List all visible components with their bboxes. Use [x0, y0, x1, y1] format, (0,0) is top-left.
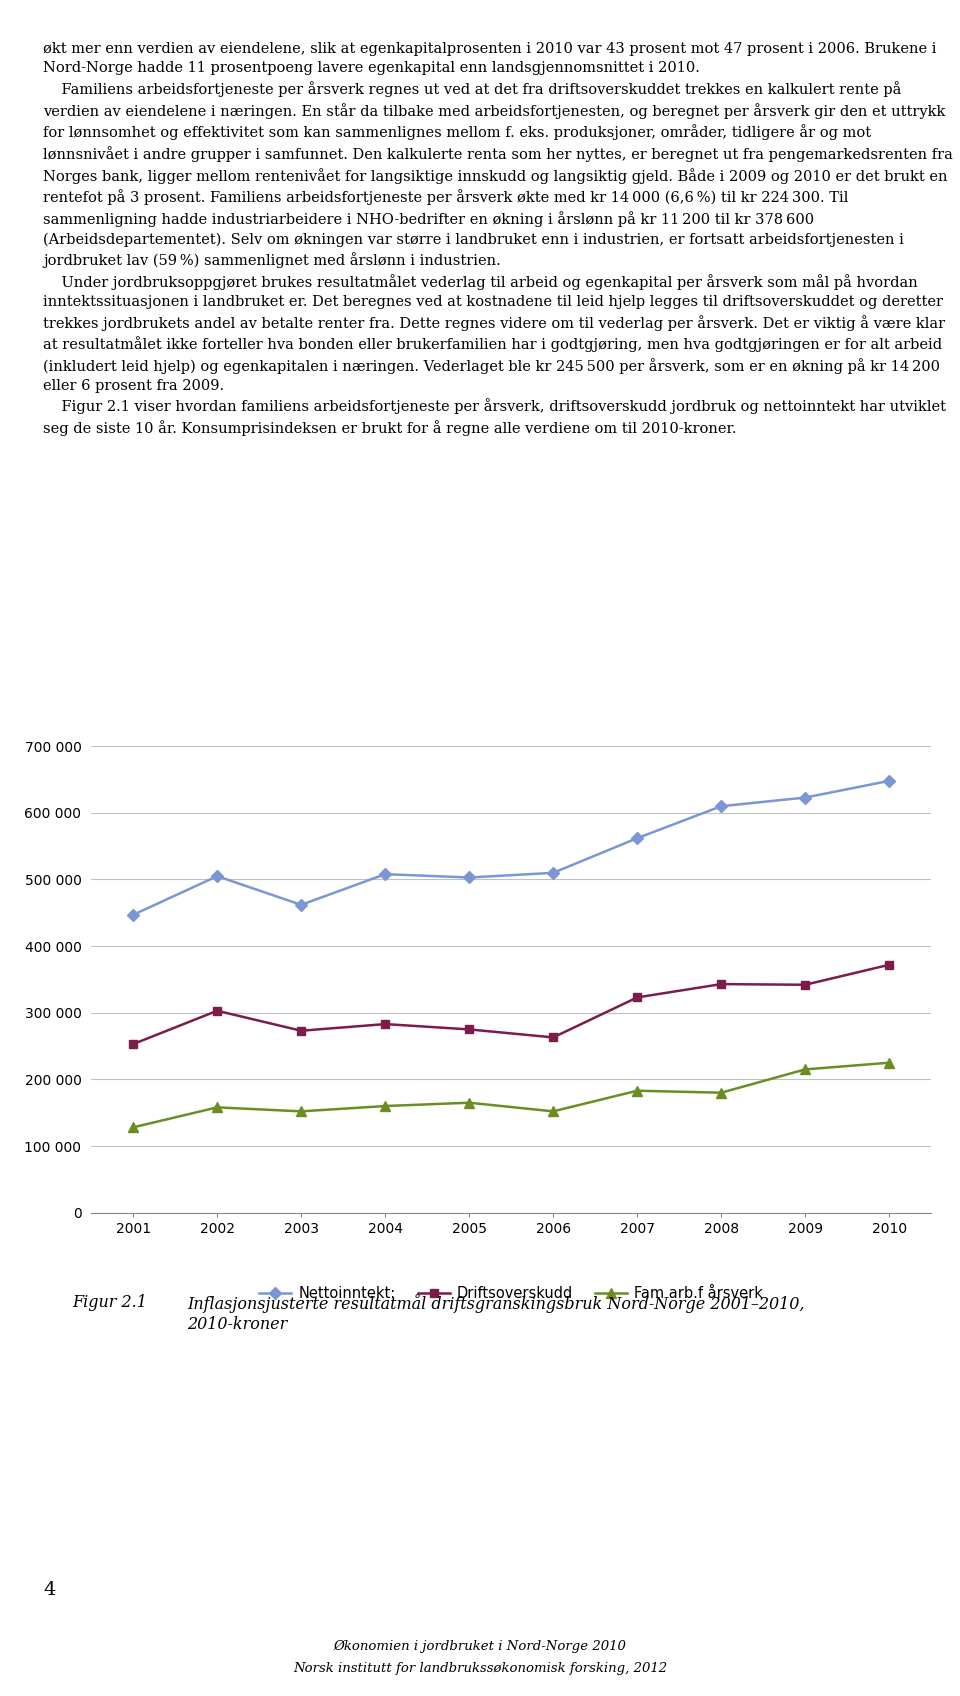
Legend: Nettoinntekt:, Driftsoverskudd, Fam arb.f årsverk: Nettoinntekt:, Driftsoverskudd, Fam arb.… — [253, 1280, 769, 1308]
Text: Figur 2.1: Figur 2.1 — [72, 1294, 147, 1311]
Text: Økonomien i jordbruket i Nord-Norge 2010: Økonomien i jordbruket i Nord-Norge 2010 — [333, 1640, 627, 1654]
Text: Inflasjonsjusterte resultatmål driftsgranskingsbruk Nord-Norge 2001–2010,
2010-k: Inflasjonsjusterte resultatmål driftsgra… — [187, 1294, 804, 1333]
Text: Norsk institutt for landbrukssøkonomisk forsking, 2012: Norsk institutt for landbrukssøkonomisk … — [293, 1662, 667, 1676]
Text: 4: 4 — [43, 1581, 56, 1599]
Text: økt mer enn verdien av eiendelene, slik at egenkapitalprosenten i 2010 var 43 pr: økt mer enn verdien av eiendelene, slik … — [43, 42, 953, 436]
